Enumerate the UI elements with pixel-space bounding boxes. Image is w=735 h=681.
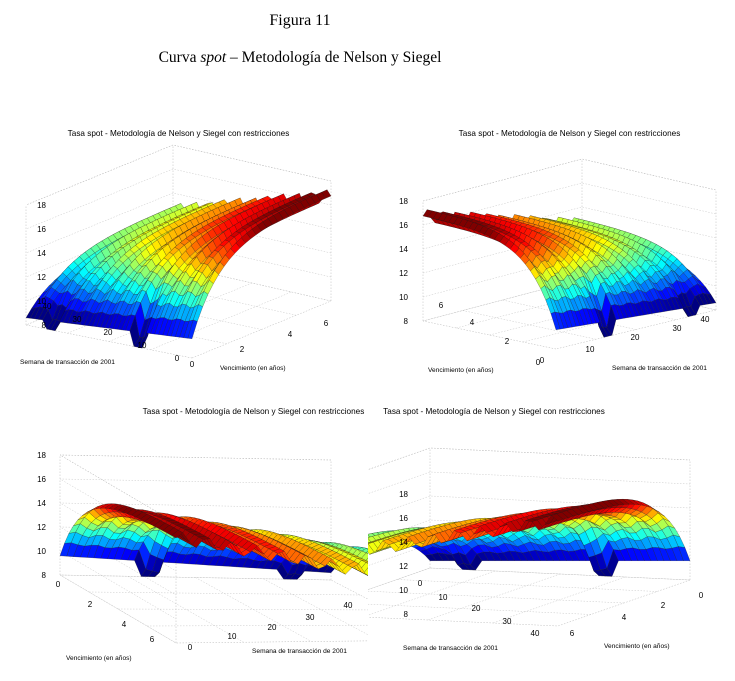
y-tick-label: 20	[472, 604, 481, 613]
x-tick-label: 0	[540, 356, 545, 365]
y-axis-label: Semana de transacción de 2001	[20, 359, 115, 366]
z-tick-label: 14	[37, 499, 46, 508]
y-tick-label: 30	[73, 315, 82, 324]
x-tick-label: 0	[699, 591, 704, 600]
y-tick-label: 40	[701, 315, 710, 324]
x-tick-label: 2	[505, 337, 510, 346]
surface-chart-top-right: Tasa spot - Metodología de Nelson y Sieg…	[399, 129, 717, 374]
x-tick-label: 6	[570, 629, 575, 638]
y-tick-label: 0	[418, 579, 423, 588]
x-tick-label: 4	[470, 318, 475, 327]
x-axis-label: Vencimiento (en años)	[428, 367, 494, 374]
x-tick-label: 0	[56, 580, 61, 589]
x-axis-label: Vencimiento (en años)	[66, 655, 132, 662]
z-tick-label: 8	[404, 610, 409, 619]
x-tick-label: 4	[122, 620, 127, 629]
z-tick-label: 8	[404, 317, 409, 326]
figure-number: Figura 11	[269, 12, 331, 29]
x-tick-label: 4	[622, 613, 627, 622]
y-tick-label: 0	[188, 643, 193, 652]
z-tick-label: 10	[399, 586, 408, 595]
surface-mesh	[59, 503, 368, 580]
y-tick-label: 20	[631, 333, 640, 342]
chart-title: Tasa spot - Metodología de Nelson y Sieg…	[68, 129, 290, 138]
x-tick-label: 2	[661, 601, 666, 610]
y-tick-label: 40	[43, 302, 52, 311]
z-tick-label: 8	[42, 321, 47, 330]
z-tick-label: 12	[399, 269, 408, 278]
surface-chart-bottom-left: Tasa spot - Metodología de Nelson y Sieg…	[37, 407, 368, 662]
x-tick-label: 2	[240, 345, 245, 354]
y-tick-label: 20	[104, 328, 113, 337]
x-tick-label: 2	[88, 600, 93, 609]
surface-mesh	[422, 209, 717, 338]
y-tick-label: 40	[531, 629, 540, 638]
surface-chart-bottom-right: Tasa spot - Metodología de Nelson y Sieg…	[368, 407, 704, 652]
z-tick-label: 8	[42, 571, 47, 580]
caption-italic: spot	[200, 49, 227, 66]
z-tick-label: 16	[37, 225, 46, 234]
z-tick-label: 10	[37, 547, 46, 556]
y-tick-label: 30	[503, 617, 512, 626]
surface-mesh	[368, 499, 691, 577]
z-tick-label: 14	[37, 249, 46, 258]
chart-title: Tasa spot - Metodología de Nelson y Sieg…	[459, 129, 681, 138]
chart-title: Tasa spot - Metodología de Nelson y Sieg…	[143, 407, 365, 416]
z-tick-label: 12	[37, 523, 46, 532]
z-tick-label: 12	[399, 562, 408, 571]
y-axis-label: Semana de transacción de 2001	[612, 365, 707, 372]
z-tick-label: 14	[399, 245, 408, 254]
y-tick-label: 30	[306, 613, 315, 622]
z-tick-label: 12	[37, 273, 46, 282]
x-axis-label: Vencimiento (en años)	[220, 365, 286, 372]
y-axis-label: Semana de transacción de 2001	[403, 645, 498, 652]
y-tick-label: 0	[536, 358, 541, 367]
chart-title: Tasa spot - Metodología de Nelson y Sieg…	[383, 407, 605, 416]
x-tick-label: 6	[439, 301, 444, 310]
y-tick-label: 40	[344, 601, 353, 610]
x-tick-label: 4	[288, 330, 293, 339]
x-axis-label: Vencimiento (en años)	[604, 643, 670, 650]
x-tick-label: 0	[190, 360, 195, 369]
x-tick-label: 6	[324, 319, 329, 328]
z-tick-label: 18	[37, 201, 46, 210]
surface-mesh	[25, 189, 332, 349]
y-tick-label: 20	[268, 623, 277, 632]
y-tick-label: 10	[138, 341, 147, 350]
z-tick-label: 10	[37, 297, 46, 306]
surface-chart-top-left: Tasa spot - Metodología de Nelson y Sieg…	[20, 129, 332, 372]
z-tick-label: 10	[399, 293, 408, 302]
z-tick-label: 14	[399, 538, 408, 547]
y-axis-label: Semana de transacción de 2001	[252, 648, 347, 655]
y-tick-label: 10	[439, 593, 448, 602]
z-tick-label: 18	[37, 451, 46, 460]
y-tick-label: 10	[228, 632, 237, 641]
y-tick-label: 10	[586, 345, 595, 354]
y-tick-label: 30	[673, 324, 682, 333]
x-tick-label: 6	[150, 635, 155, 644]
z-tick-label: 18	[399, 490, 408, 499]
z-tick-label: 16	[399, 514, 408, 523]
figure-caption: Curva spot – Metodología de Nelson y Sie…	[0, 49, 600, 67]
z-tick-label: 16	[37, 475, 46, 484]
z-tick-label: 16	[399, 221, 408, 230]
z-tick-label: 18	[399, 197, 408, 206]
caption-suffix: – Metodología de Nelson y Siegel	[226, 49, 442, 66]
y-tick-label: 0	[175, 354, 180, 363]
caption-prefix: Curva	[158, 49, 201, 66]
